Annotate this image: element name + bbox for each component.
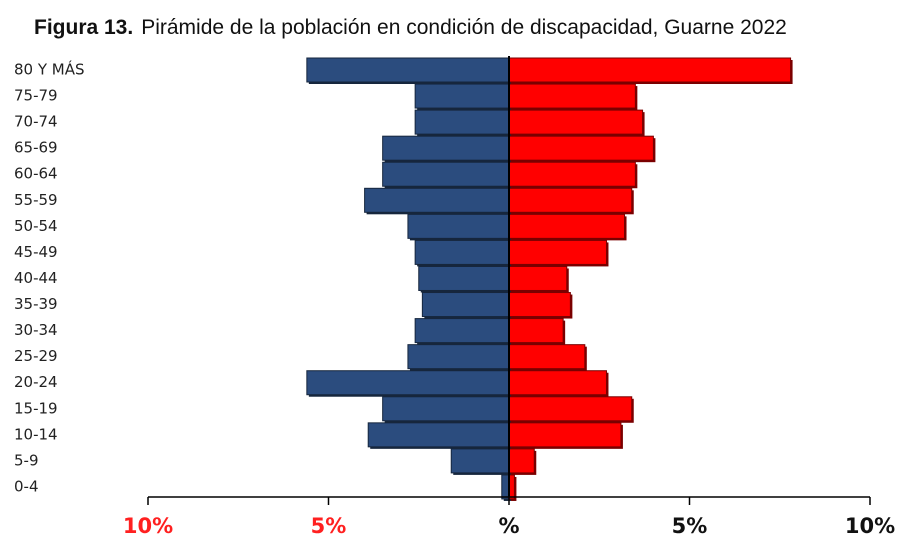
category-label: 40-44 (14, 269, 58, 287)
bar (508, 135, 654, 161)
category-label: 55-59 (14, 191, 58, 209)
bar (414, 83, 510, 109)
bar (382, 161, 510, 187)
bar (414, 318, 510, 344)
x-tick-label: 10% (845, 514, 895, 538)
category-label: 10-14 (14, 425, 58, 443)
bar (421, 292, 510, 318)
chart-title: Figura 13. Pirámide de la población en co… (34, 16, 787, 39)
category-label: 80 Y MÁS (14, 60, 85, 79)
bar (508, 396, 633, 422)
bar (508, 448, 535, 474)
x-tick-label: % (498, 514, 519, 538)
bar (418, 265, 510, 291)
bar (382, 396, 510, 422)
bar (414, 239, 510, 265)
bar (414, 109, 510, 135)
category-label: 25-29 (14, 347, 58, 365)
bar (508, 292, 571, 318)
bar (364, 187, 510, 213)
bar (508, 213, 626, 239)
title-text: Pirámide de la población en condición de… (141, 16, 787, 39)
bar (508, 83, 636, 109)
bar (306, 370, 510, 396)
category-label: 35-39 (14, 295, 58, 313)
x-tick-label: 10% (123, 514, 173, 538)
bar (508, 370, 607, 396)
category-label: 45-49 (14, 243, 58, 261)
bar (508, 109, 644, 135)
bar (508, 161, 636, 187)
category-label: 70-74 (14, 113, 58, 131)
category-label: 50-54 (14, 217, 58, 235)
bar (367, 422, 510, 448)
x-tick-label: 5% (672, 514, 708, 538)
category-label: 60-64 (14, 165, 58, 183)
bar (508, 422, 622, 448)
category-label: 15-19 (14, 399, 58, 417)
bar (306, 57, 510, 83)
bar (501, 474, 510, 500)
category-label: 0-4 (14, 477, 39, 495)
bar (508, 318, 564, 344)
bar (450, 448, 510, 474)
bar (382, 135, 510, 161)
x-tick-label: 5% (311, 514, 347, 538)
bar (508, 344, 586, 370)
bar (508, 239, 607, 265)
bar (508, 57, 792, 83)
bar (508, 187, 633, 213)
category-label: 75-79 (14, 87, 58, 105)
category-label: 20-24 (14, 373, 58, 391)
category-label: 65-69 (14, 139, 58, 157)
bar (407, 213, 510, 239)
category-label: 30-34 (14, 321, 58, 339)
figure-label: Figura 13. (34, 16, 133, 39)
bar (407, 344, 510, 370)
category-label: 5-9 (14, 451, 39, 469)
bar (508, 265, 568, 291)
